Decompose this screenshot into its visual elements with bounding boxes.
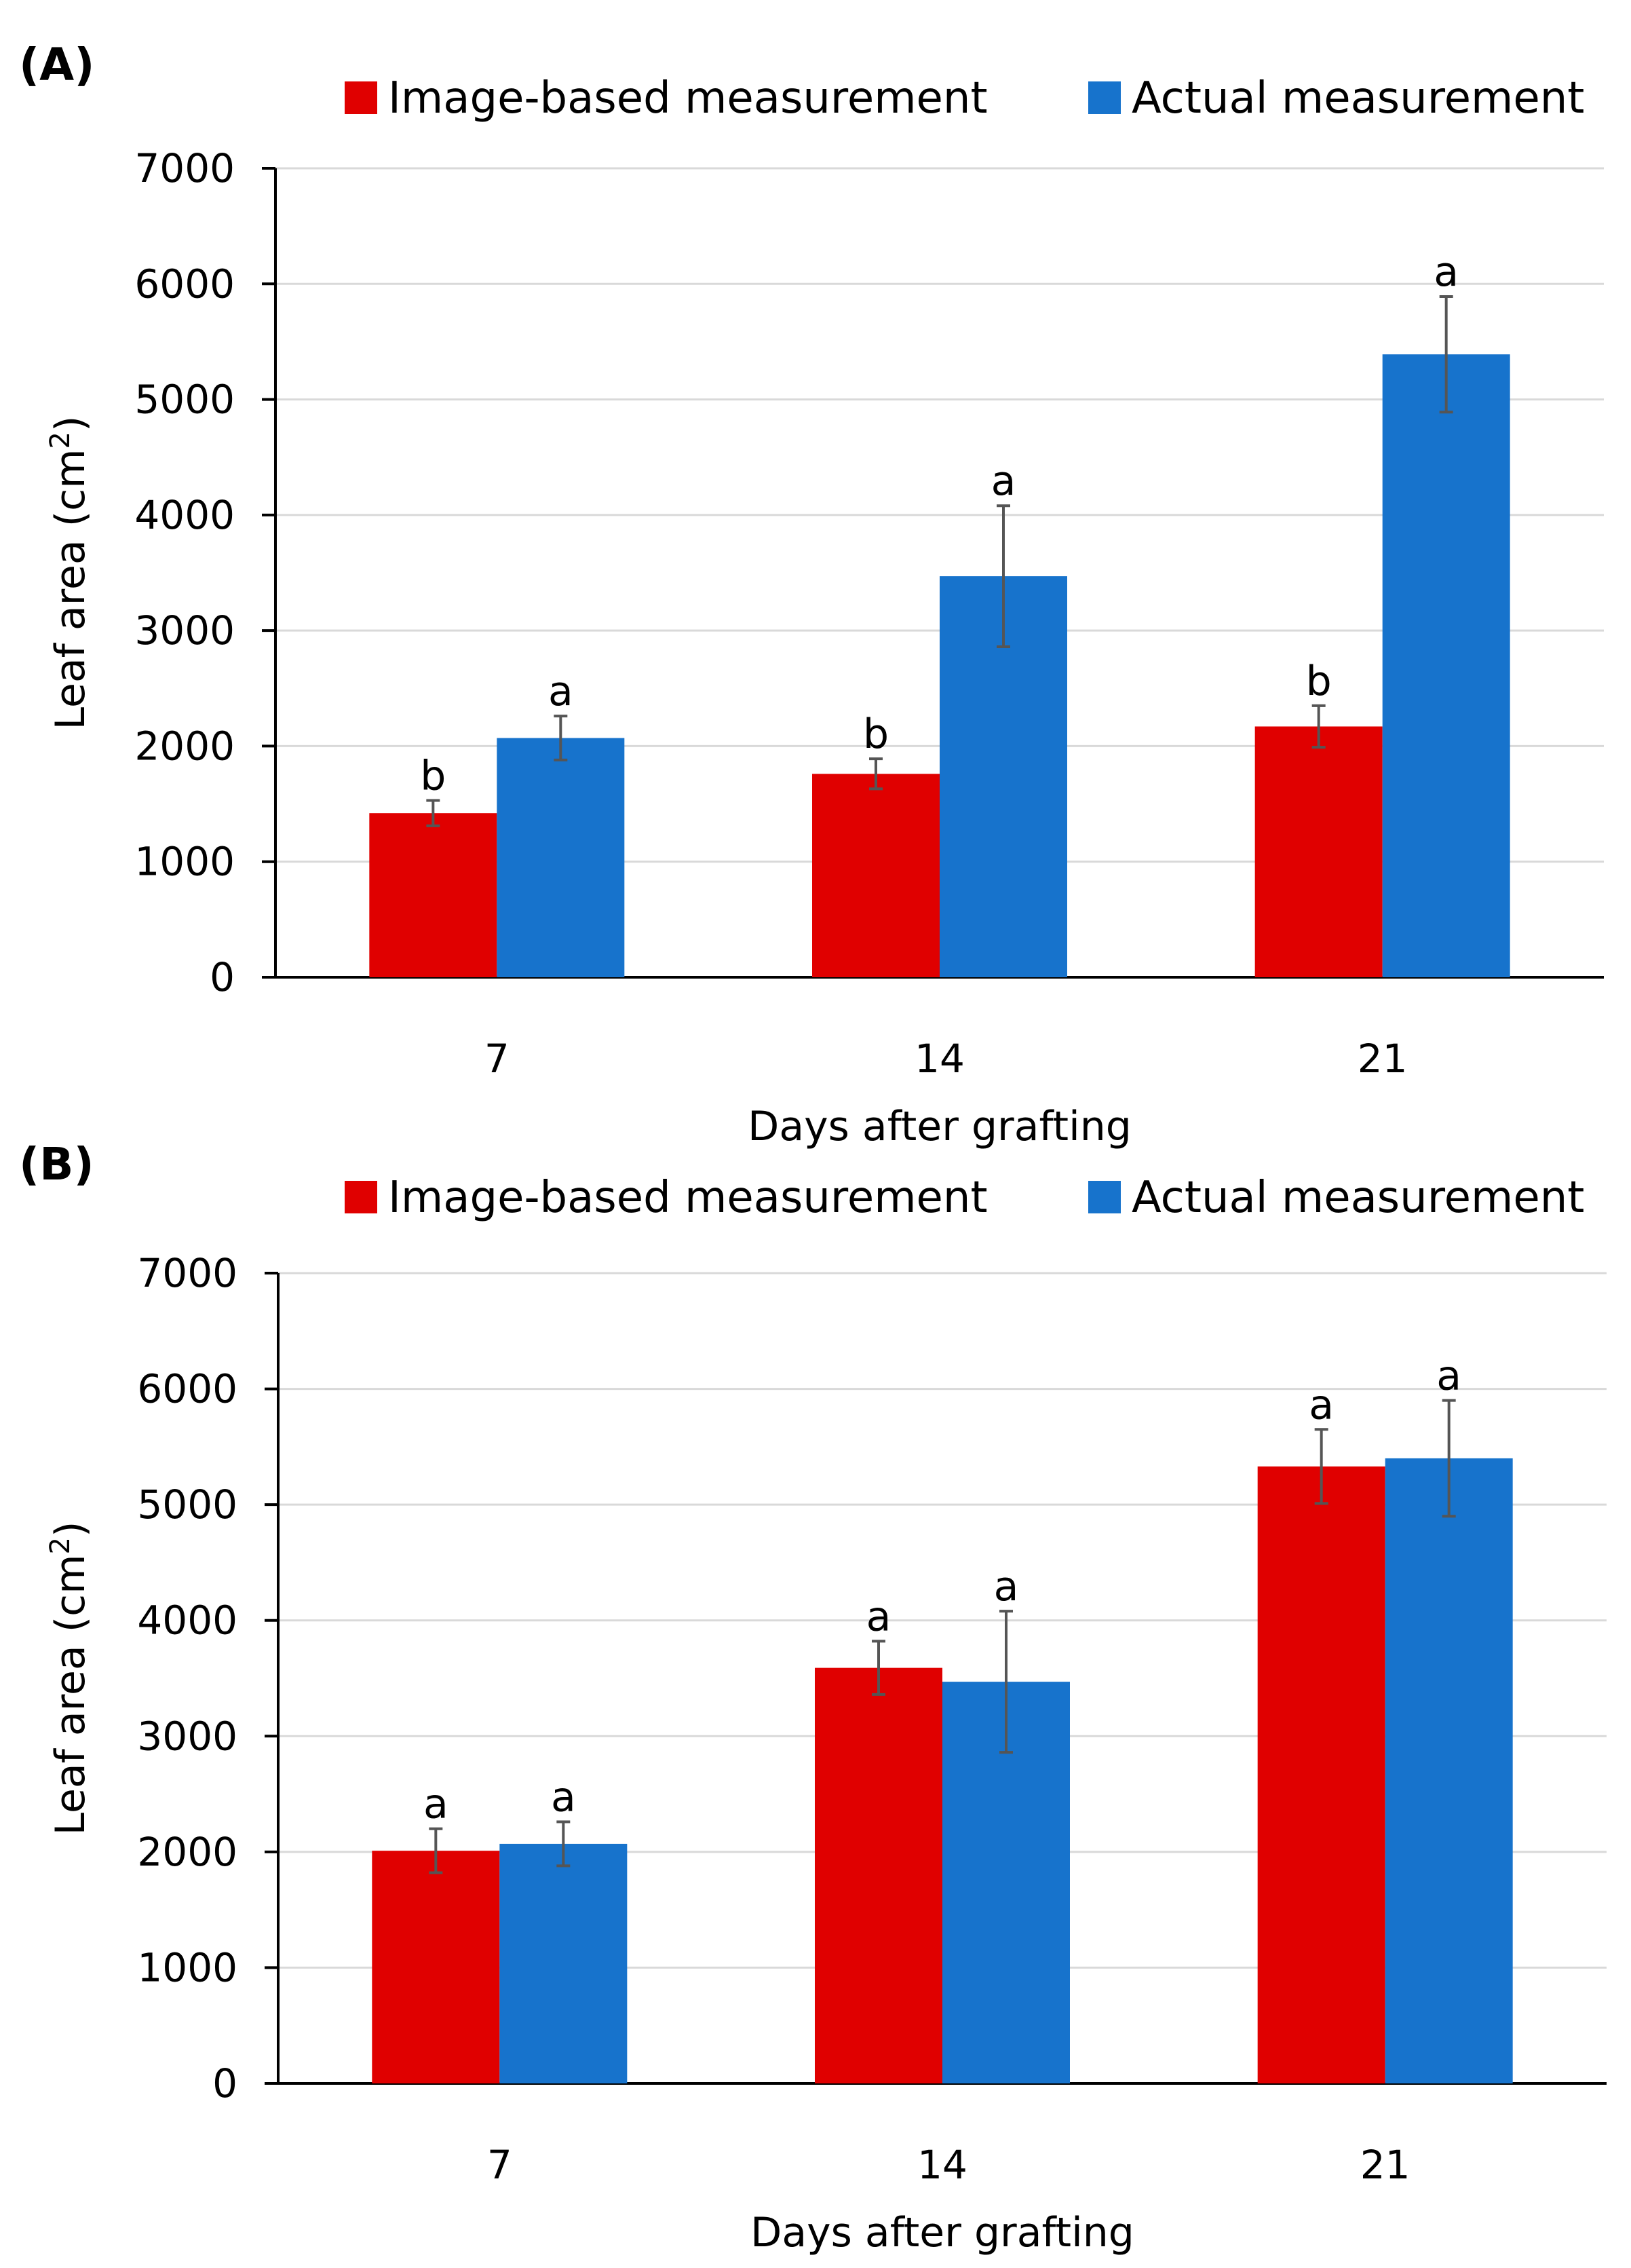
legend-label: Image-based measurement xyxy=(388,73,988,124)
y-tick-label: 7000 xyxy=(134,145,235,191)
panel-label: (A) xyxy=(19,39,94,91)
legend-item-image-based: Image-based measurement xyxy=(345,1173,988,1223)
error-bar xyxy=(872,1640,885,1696)
error-bar xyxy=(556,1820,571,1868)
x-axis-label: Days after grafting xyxy=(750,2209,1134,2256)
bar-actual-day-7 xyxy=(499,1843,628,2083)
y-axis-label-tail: ) xyxy=(47,1522,94,1537)
error-bar xyxy=(1311,704,1326,749)
significance-letter: b xyxy=(863,711,889,758)
legend-swatch xyxy=(345,1181,377,1213)
bar-actual-day-21 xyxy=(1385,1458,1513,2083)
y-tick-label: 6000 xyxy=(134,261,235,307)
x-tick-label: 7 xyxy=(487,2142,512,2188)
legend-swatch xyxy=(345,81,377,114)
y-tick-label: 2000 xyxy=(134,723,235,769)
y-tick-label: 3000 xyxy=(134,607,235,654)
y-tick-label: 3000 xyxy=(137,1713,237,1759)
bar-image-based-day-7 xyxy=(369,813,497,977)
legend: Image-based measurement Actual measuremen… xyxy=(345,1173,1584,1223)
significance-letter: a xyxy=(548,668,573,715)
bar-image-based-day-14 xyxy=(815,1667,942,2083)
error-bar xyxy=(554,715,568,761)
legend-item-image-based: Image-based measurement xyxy=(345,73,988,124)
x-tick-label: 7 xyxy=(484,1036,510,1082)
error-bar xyxy=(1439,295,1453,414)
bar-image-based-day-21 xyxy=(1257,1466,1385,2083)
x-axis-label: Days after grafting xyxy=(748,1103,1132,1150)
significance-letter: a xyxy=(991,457,1016,505)
y-tick-label: 1000 xyxy=(137,1944,237,1990)
y-tick-label: 2000 xyxy=(137,1829,237,1875)
significance-letter: a xyxy=(551,1774,576,1821)
error-bar xyxy=(426,799,440,827)
error-bar xyxy=(999,1610,1013,1754)
y-tick-label: 5000 xyxy=(134,377,235,423)
bar-actual-day-7 xyxy=(497,738,625,977)
y-tick-label: 5000 xyxy=(137,1481,237,1528)
y-tick-label: 4000 xyxy=(134,492,235,538)
legend-label: Image-based measurement xyxy=(388,1173,988,1223)
y-tick-label: 1000 xyxy=(134,839,235,885)
x-tick-label: 21 xyxy=(1358,1036,1408,1082)
y-tick-label: 0 xyxy=(210,954,235,1000)
legend-swatch xyxy=(1088,81,1121,114)
significance-letter: a xyxy=(1436,1353,1461,1400)
bar-image-based-day-7 xyxy=(372,1851,500,2083)
legend-item-actual: Actual measurement xyxy=(1088,1173,1584,1223)
x-tick-label: 14 xyxy=(917,2142,967,2188)
panel-label: (B) xyxy=(19,1138,94,1190)
significance-letter: a xyxy=(994,1563,1019,1610)
significance-letter: a xyxy=(423,1781,448,1828)
error-bar xyxy=(869,757,883,791)
legend-swatch xyxy=(1088,1181,1121,1213)
y-axis-label-tail: ) xyxy=(47,416,94,432)
significance-letter: a xyxy=(866,1593,891,1640)
y-axis-label-superscript: 2 xyxy=(45,432,76,449)
x-tick-label: 21 xyxy=(1360,2142,1411,2188)
y-axis-label-main: Leaf area (cm xyxy=(47,1554,94,1835)
y-tick-label: 6000 xyxy=(137,1366,237,1412)
error-bar xyxy=(1442,1399,1456,1518)
bar-actual-day-21 xyxy=(1382,354,1510,977)
significance-letter: a xyxy=(1309,1381,1334,1429)
significance-letter: b xyxy=(1306,658,1332,705)
error-bar xyxy=(429,1827,443,1874)
significance-letter: a xyxy=(1434,248,1459,296)
y-axis-label: Leaf area (cm2) xyxy=(45,416,94,730)
y-axis-label-superscript: 2 xyxy=(45,1537,76,1554)
y-tick-label: 4000 xyxy=(137,1598,237,1644)
panel-a: (A) 0 1000 2000 3000 4000 5000 6000 7000 b a 7 b a 14 b… xyxy=(19,39,1604,1150)
legend: Image-based measurement Actual measuremen… xyxy=(345,73,1584,124)
panel-b: (B) 0 1000 2000 3000 4000 5000 6000 7000 a a 7 a a 14 a… xyxy=(19,1138,1607,2256)
legend-label: Actual measurement xyxy=(1132,73,1584,124)
bar-image-based-day-21 xyxy=(1254,726,1383,977)
legend-item-actual: Actual measurement xyxy=(1088,73,1584,124)
legend-label: Actual measurement xyxy=(1132,1173,1584,1223)
significance-letter: b xyxy=(420,752,446,799)
error-bar xyxy=(997,504,1010,648)
y-tick-label: 0 xyxy=(212,2060,237,2106)
error-bar xyxy=(1314,1428,1328,1505)
y-axis-label-main: Leaf area (cm xyxy=(47,449,94,730)
y-axis-label: Leaf area (cm2) xyxy=(45,1522,94,1836)
bar-image-based-day-14 xyxy=(812,774,940,977)
x-tick-label: 14 xyxy=(915,1036,965,1082)
y-tick-label: 7000 xyxy=(137,1250,237,1296)
